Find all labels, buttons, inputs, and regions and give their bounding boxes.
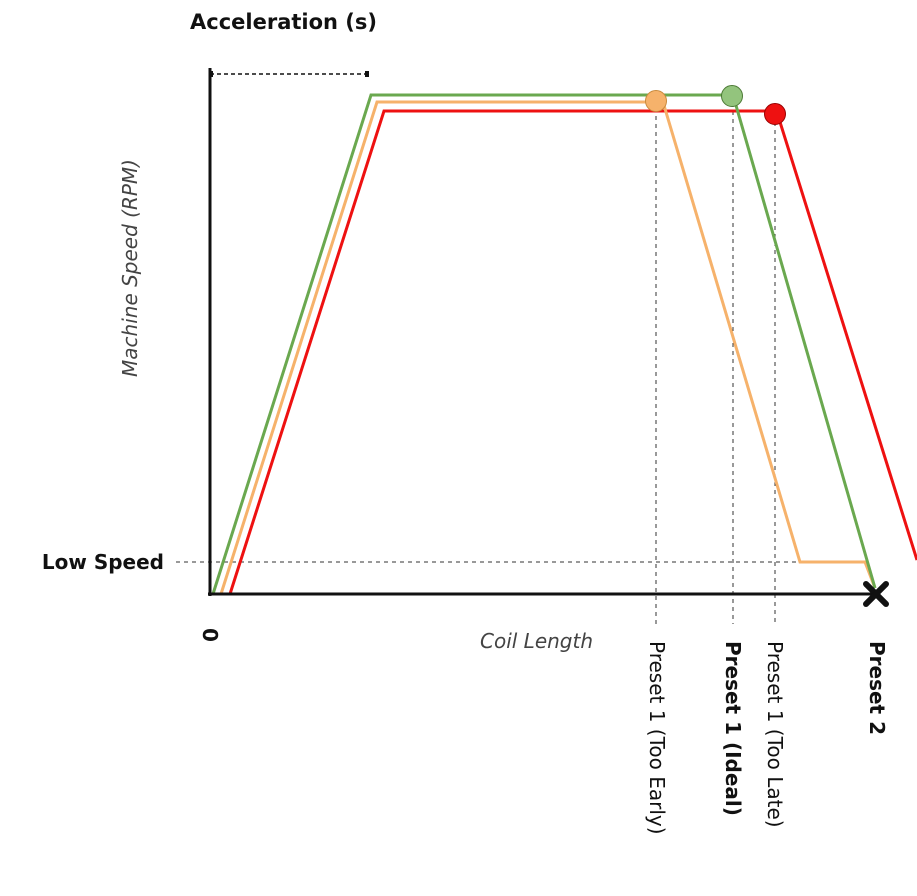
low-speed-label: Low Speed: [42, 550, 164, 574]
early-speed-profile-line: [219, 100, 877, 595]
preset-ideal-marker: [721, 85, 743, 107]
acceleration-label: Acceleration (s): [190, 10, 377, 34]
preset-early-label: Preset 1 (Too Early): [645, 641, 669, 835]
y-axis-label: Machine Speed (RPM): [118, 159, 142, 377]
preset-early-marker: [645, 90, 667, 112]
acceleration-dimension-end-tick: [365, 71, 369, 77]
late-speed-profile-line: [228, 109, 917, 595]
preset-2-label: Preset 2: [865, 641, 889, 735]
acceleration-dimension: [209, 71, 369, 77]
origin-label: 0: [198, 628, 222, 642]
guide-lines: [176, 95, 865, 624]
preset-ideal-label: Preset 1 (Ideal): [721, 641, 745, 816]
preset-late-marker: [764, 103, 786, 125]
preset-late-label: Preset 1 (Too Late): [763, 641, 787, 828]
ideal-speed-profile-line: [211, 93, 877, 595]
x-mark-icon: [863, 581, 889, 607]
x-axis-label: Coil Length: [480, 629, 593, 653]
